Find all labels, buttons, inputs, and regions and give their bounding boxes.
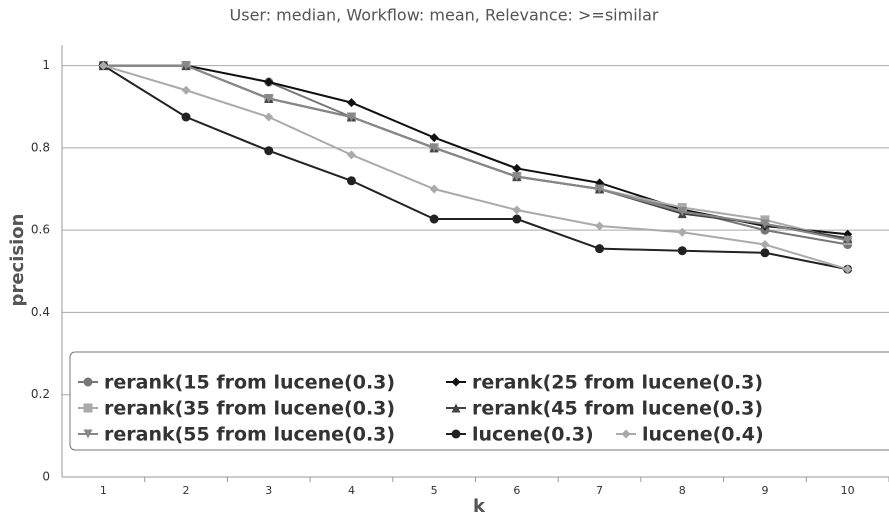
- marker: [346, 98, 356, 108]
- legend-label: lucene(0.3): [472, 424, 594, 446]
- marker: [264, 146, 274, 156]
- legend: rerank(15 from lucene(0.3) rerank(25 from…: [69, 351, 889, 451]
- legend-box: [69, 351, 889, 451]
- y-tick-label: 0: [42, 470, 50, 484]
- marker: [760, 219, 770, 229]
- marker: [451, 403, 461, 413]
- x-tick-label: 9: [761, 484, 768, 497]
- series-line: [103, 64, 848, 242]
- marker: [83, 429, 93, 439]
- marker: [512, 163, 522, 173]
- x-tick-label: 1: [100, 484, 107, 497]
- y-tick-label: 0.8: [31, 140, 50, 154]
- marker: [760, 248, 770, 258]
- legend-label: rerank(45 from lucene(0.3): [472, 398, 763, 420]
- marker: [843, 235, 853, 245]
- marker: [429, 143, 439, 153]
- y-axis-label: precision: [7, 214, 28, 307]
- marker: [429, 214, 439, 224]
- marker: [512, 205, 522, 215]
- legend-label: rerank(25 from lucene(0.3): [472, 372, 763, 394]
- series-line: [103, 64, 848, 271]
- marker: [83, 403, 93, 413]
- marker: [595, 184, 605, 194]
- marker: [595, 221, 605, 231]
- marker: [264, 77, 274, 87]
- marker: [346, 176, 356, 186]
- y-tick-label: 0.4: [31, 305, 50, 319]
- x-tick-label: 8: [679, 484, 686, 497]
- marker: [451, 429, 461, 439]
- marker: [264, 112, 274, 122]
- marker: [429, 133, 439, 143]
- marker: [512, 172, 522, 182]
- chart-title: User: median, Workflow: mean, Relevance:…: [230, 6, 659, 25]
- y-tick-label: 0.2: [31, 387, 50, 401]
- marker: [595, 244, 605, 254]
- marker: [451, 377, 461, 387]
- marker: [621, 429, 631, 439]
- x-tick-label: 10: [841, 484, 855, 497]
- marker: [181, 112, 191, 122]
- marker: [677, 246, 687, 256]
- marker: [677, 207, 687, 217]
- legend-label: lucene(0.4): [642, 424, 764, 446]
- x-tick-label: 3: [265, 484, 272, 497]
- legend-label: rerank(35 from lucene(0.3): [104, 398, 395, 420]
- marker: [181, 61, 191, 71]
- series-line: [102, 64, 848, 271]
- legend-label: rerank(55 from lucene(0.3): [104, 424, 395, 446]
- series-line: [103, 64, 848, 236]
- series-line: [103, 64, 848, 246]
- x-axis-label: k: [473, 496, 486, 516]
- marker: [512, 214, 522, 224]
- marker: [760, 240, 770, 250]
- marker: [346, 150, 356, 160]
- x-tick-label: 4: [348, 484, 355, 497]
- marker: [181, 85, 191, 95]
- y-tick-label: 1: [42, 58, 50, 72]
- marker: [677, 227, 687, 237]
- x-tick-label: 5: [431, 484, 438, 497]
- x-tick-label: 6: [513, 484, 520, 497]
- x-tick-label: 7: [596, 484, 603, 497]
- marker: [843, 264, 853, 274]
- y-tick-label: 0.6: [31, 223, 50, 237]
- marker: [83, 377, 93, 387]
- legend-label: rerank(15 from lucene(0.3): [104, 372, 395, 394]
- marker: [98, 61, 108, 71]
- x-tick-label: 2: [183, 484, 190, 497]
- marker: [346, 112, 356, 122]
- marker: [429, 184, 439, 194]
- marker: [264, 93, 274, 103]
